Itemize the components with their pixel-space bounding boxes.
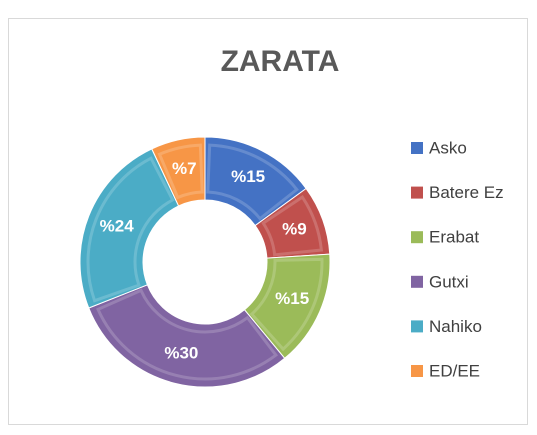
legend-label: Erabat (429, 228, 479, 247)
data-label: %24 (100, 217, 135, 236)
chart-title: ZARATA (221, 45, 340, 78)
slice-bevel (206, 143, 299, 221)
slice-bevel (157, 143, 204, 200)
legend-swatch (411, 320, 423, 333)
legend-swatch (411, 142, 423, 154)
legend-label: Nahiko (429, 317, 482, 336)
legend-label: Gutxi (429, 272, 469, 291)
slice-bevel (249, 257, 324, 352)
slice-bevel (96, 288, 279, 381)
data-label: %9 (282, 219, 307, 238)
data-label: %30 (164, 343, 198, 362)
donut-slice (88, 284, 286, 388)
slice-bevel (86, 156, 175, 303)
data-label: %15 (231, 167, 265, 186)
data-label: %15 (275, 289, 309, 308)
legend-label: Asko (429, 138, 467, 157)
donut-slice (79, 148, 180, 309)
data-label: %7 (172, 159, 197, 178)
legend-swatch (411, 186, 423, 199)
slice-bevel (261, 194, 324, 257)
legend-swatch (411, 275, 423, 288)
donut-slice (151, 136, 206, 207)
legend-label: Batere Ez (429, 183, 504, 202)
legend-swatch (411, 365, 423, 377)
legend-label: ED/EE (429, 361, 480, 380)
legend-swatch (411, 231, 423, 244)
